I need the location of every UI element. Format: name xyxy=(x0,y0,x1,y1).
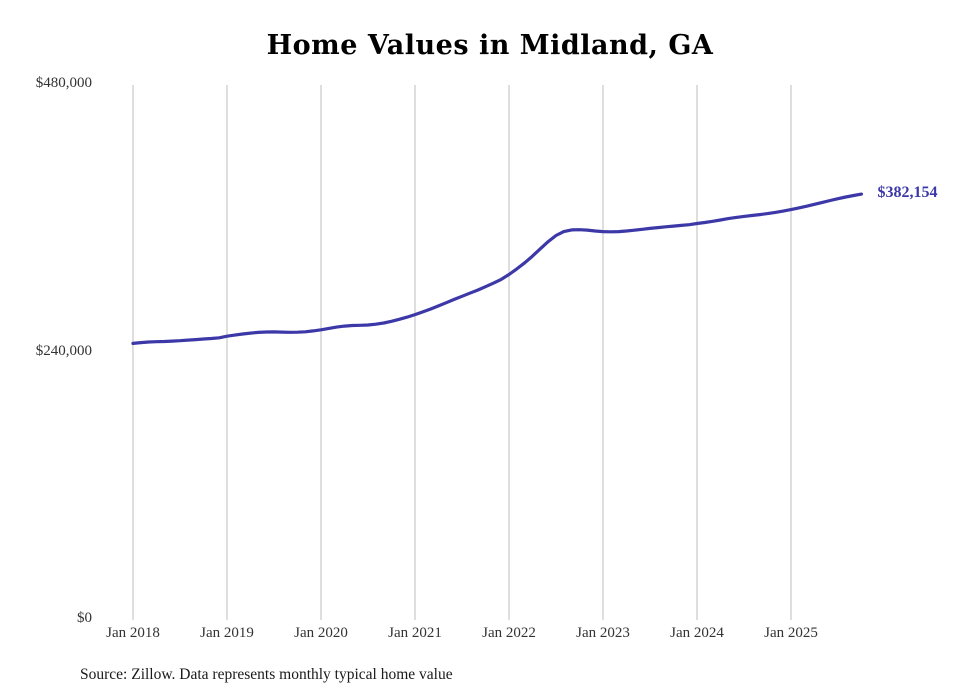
gridlines xyxy=(132,85,792,620)
x-tick-5: Jan 2023 xyxy=(576,625,630,641)
chart-title: Home Values in Midland, GA xyxy=(266,30,714,61)
end-value-label: $382,154 xyxy=(877,184,938,202)
y-tick-1: $240,000 xyxy=(35,342,92,359)
source-note: Source: Zillow. Data represents monthly … xyxy=(80,666,453,683)
x-tick-0: Jan 2018 xyxy=(106,625,160,641)
x-tick-7: Jan 2025 xyxy=(764,625,818,641)
x-tick-2: Jan 2020 xyxy=(294,625,348,641)
x-tick-4: Jan 2022 xyxy=(482,625,536,641)
y-tick-2: $480,000 xyxy=(35,75,92,91)
y-tick-0: $0 xyxy=(77,610,92,626)
x-tick-3: Jan 2021 xyxy=(388,625,442,641)
value-line xyxy=(131,192,864,345)
x-tick-1: Jan 2019 xyxy=(200,625,254,641)
x-tick-6: Jan 2024 xyxy=(670,625,724,641)
